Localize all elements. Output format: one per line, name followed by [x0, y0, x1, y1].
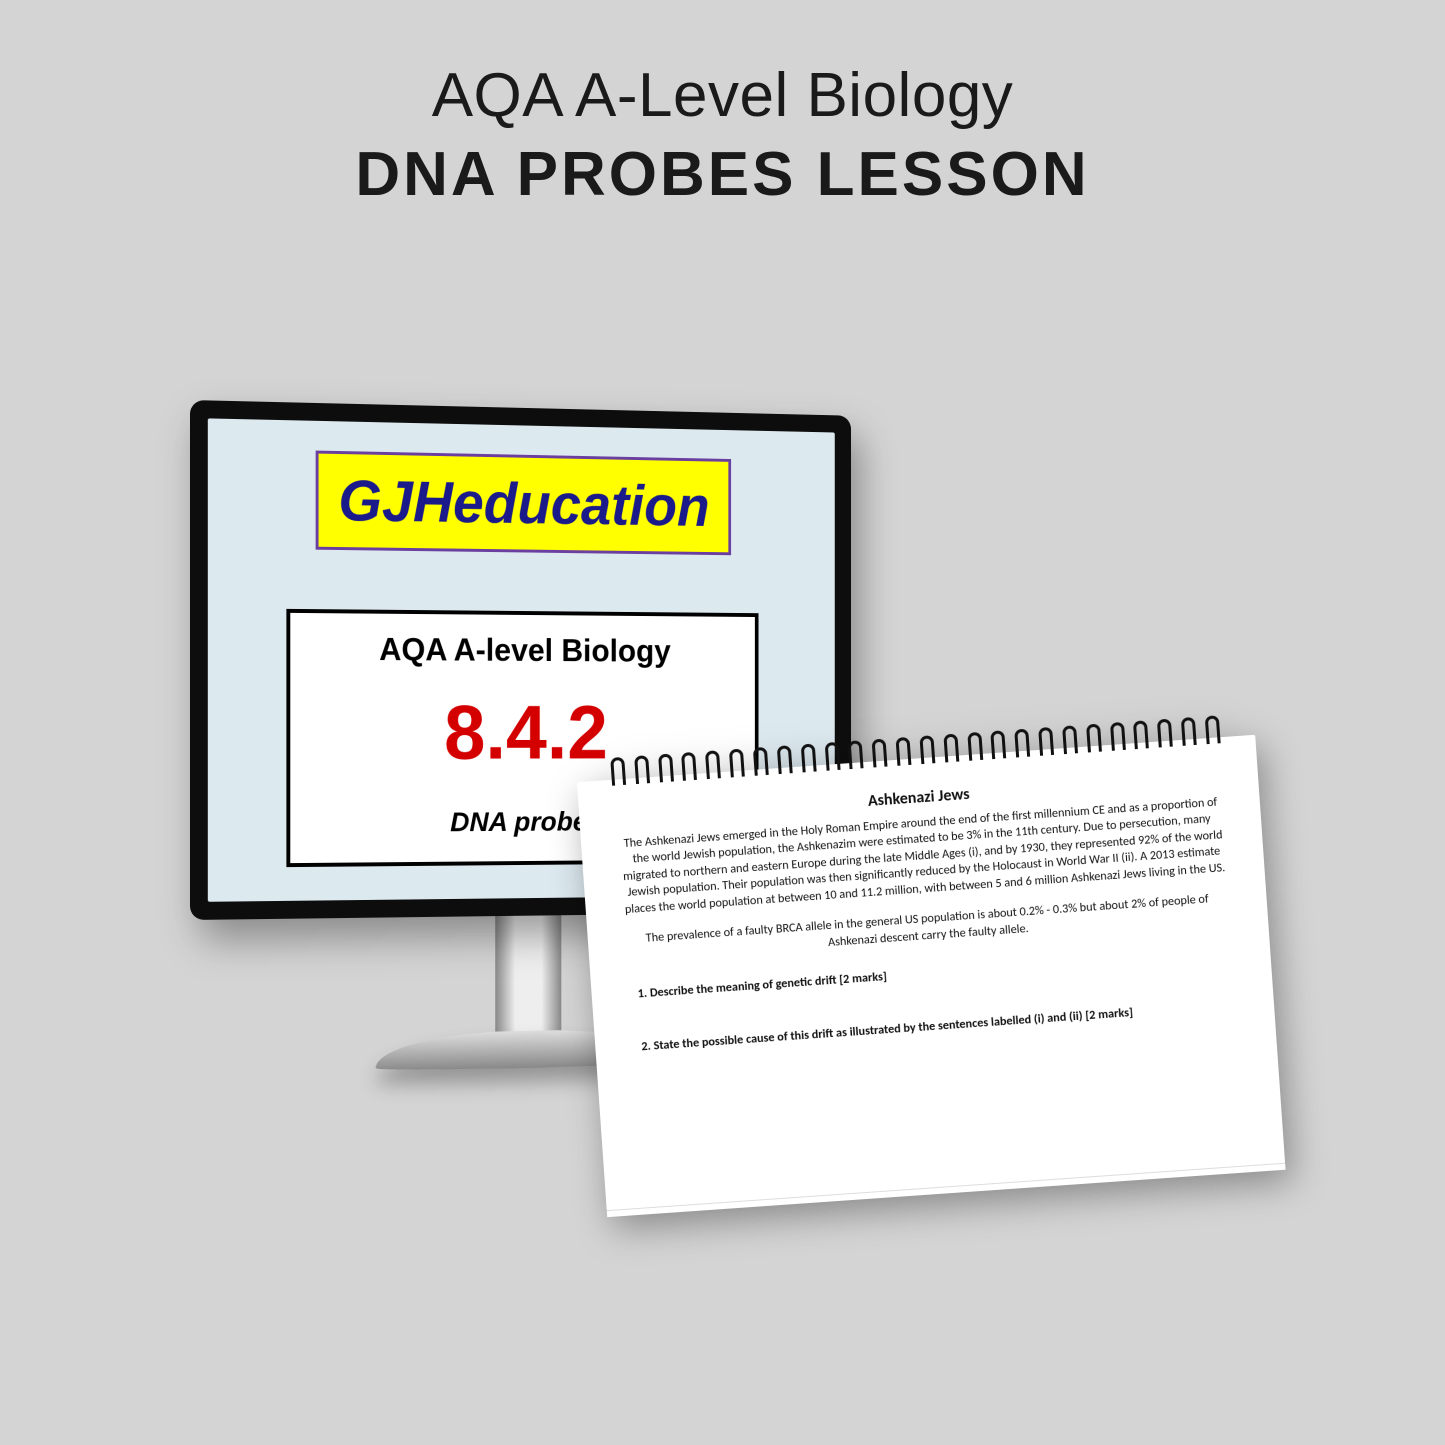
spiral-ring [800, 744, 816, 773]
spiral-ring [848, 740, 864, 769]
brand-box: GJHeducation [316, 451, 731, 556]
spiral-ring [777, 745, 793, 774]
monitor-stand-neck [495, 913, 561, 1031]
spiral-ring [658, 754, 674, 783]
spiral-ring [753, 747, 769, 776]
spiral-ring [943, 734, 959, 763]
page-header: AQA A-Level Biology DNA PROBES LESSON [0, 0, 1445, 210]
worksheet-paper: Ashkenazi Jews The Ashkenazi Jews emerge… [577, 735, 1285, 1211]
spiral-ring [896, 737, 912, 766]
header-line-1: AQA A-Level Biology [0, 60, 1445, 131]
spiral-ring [610, 757, 626, 786]
spiral-ring [1205, 715, 1221, 744]
spiral-ring [1110, 722, 1126, 751]
spiral-ring [729, 749, 745, 778]
worksheet-notepad: Ashkenazi Jews The Ashkenazi Jews emerge… [575, 707, 1285, 1211]
spiral-ring [1014, 729, 1030, 758]
spiral-ring [1062, 725, 1078, 754]
spiral-ring [681, 752, 697, 781]
spiral-ring [1086, 724, 1102, 753]
slide-course-label: AQA A-level Biology [290, 631, 755, 670]
spiral-ring [991, 730, 1007, 759]
spiral-ring [1038, 727, 1054, 756]
spiral-ring [1157, 719, 1173, 748]
spiral-ring [872, 739, 888, 768]
spiral-ring [967, 732, 983, 761]
spiral-ring [634, 755, 650, 784]
spiral-ring [919, 735, 935, 764]
brand-text: GJHeducation [338, 467, 709, 539]
spiral-ring [824, 742, 840, 771]
spiral-ring [1133, 720, 1149, 749]
header-line-2: DNA PROBES LESSON [0, 139, 1445, 210]
worksheet-question-2: 2. State the possible cause of this drif… [631, 998, 1239, 1055]
spiral-ring [1181, 717, 1197, 746]
spiral-ring [705, 750, 721, 779]
